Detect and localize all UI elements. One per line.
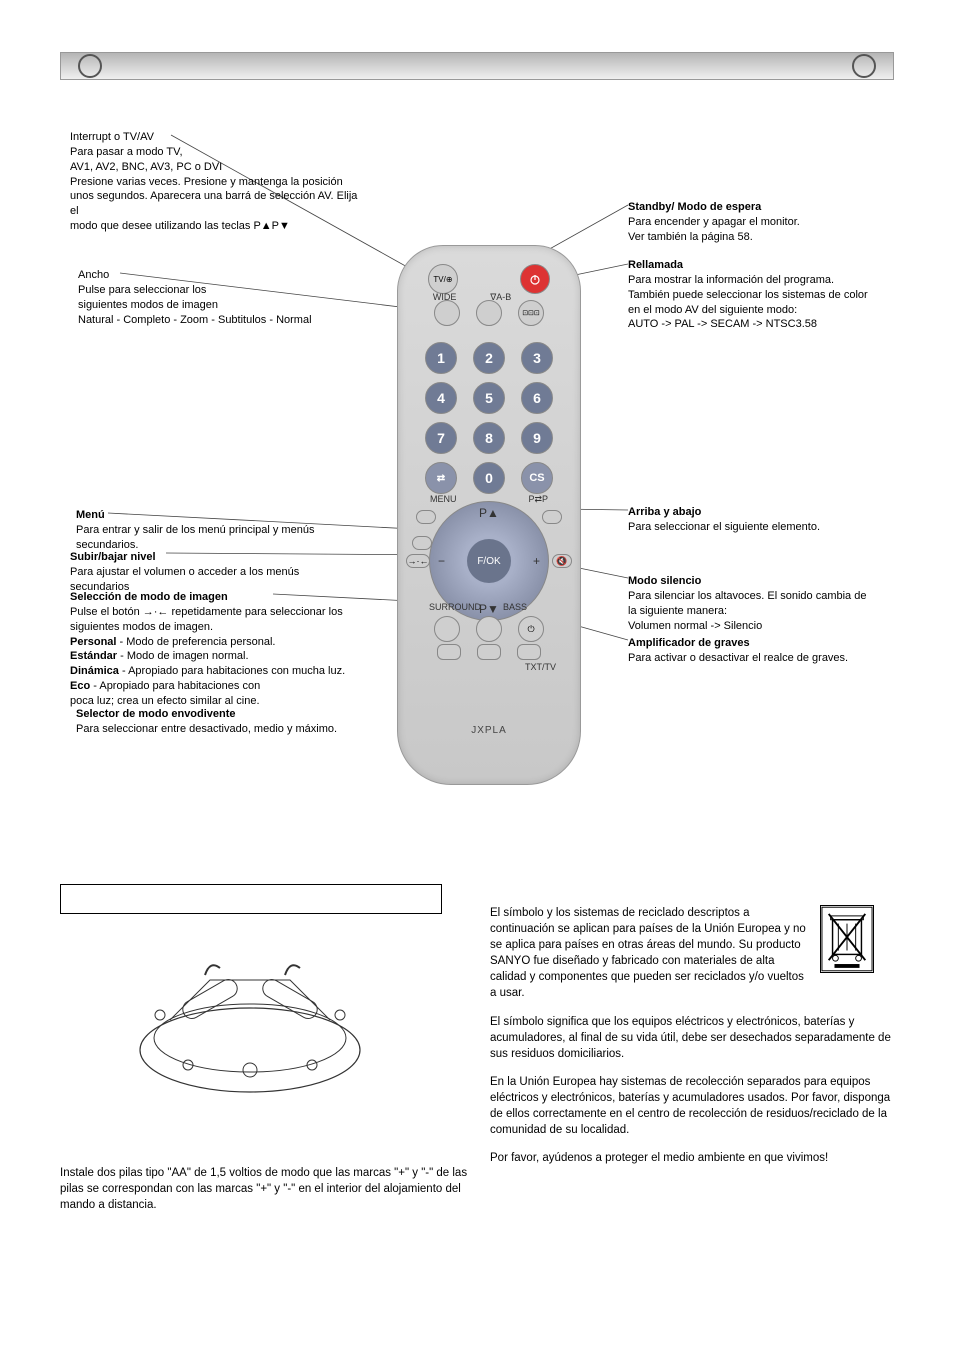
rellamada-body: Para mostrar la información del programa… bbox=[628, 274, 868, 331]
callout-menu: Menú Para entrar y salir de los menú pri… bbox=[76, 508, 366, 553]
battery-section-box bbox=[60, 884, 442, 914]
subir-title: Subir/bajar nivel bbox=[70, 551, 156, 563]
rellamada-title: Rellamada bbox=[628, 259, 683, 271]
standby-title: Standby/ Modo de espera bbox=[628, 201, 761, 213]
weee-bin-icon bbox=[820, 905, 874, 973]
bass-button[interactable] bbox=[476, 616, 502, 642]
tvav-button[interactable]: TV/⊕ bbox=[428, 264, 458, 294]
interrupt-body: Para pasar a modo TV, AV1, AV2, BNC, AV3… bbox=[70, 146, 357, 232]
recycle-p3: En la Unión Europea hay sistemas de reco… bbox=[490, 1074, 898, 1138]
callout-surround: Selector de modo envodivente Para selecc… bbox=[76, 707, 366, 737]
header-hole-left bbox=[78, 54, 102, 78]
txt2-button[interactable] bbox=[477, 644, 501, 660]
menu-body: Para entrar y salir de los menú principa… bbox=[76, 524, 314, 551]
remote-control: TV/⊕ ⊡⊡⊡ WIDE ∇A-B 1 2 3 4 5 6 7 8 9 ⇄ 0… bbox=[397, 245, 581, 785]
callout-subir: Subir/bajar nivel Para ajustar el volume… bbox=[70, 550, 360, 595]
recycle-p4: Por favor, ayúdenos a proteger el medio … bbox=[490, 1150, 898, 1166]
standby-button[interactable] bbox=[520, 264, 550, 294]
silencio-body: Para silenciar los altavoces. El sonido … bbox=[628, 590, 866, 632]
cs-button[interactable]: CS bbox=[521, 462, 553, 494]
power-icon bbox=[529, 273, 541, 285]
menu-icon-button[interactable] bbox=[416, 510, 436, 524]
page-header-bar bbox=[60, 52, 894, 80]
callout-imagen: Selección de modo de imagen Pulse el bot… bbox=[70, 590, 360, 709]
surround-button[interactable] bbox=[434, 616, 460, 642]
bass-label: BASS bbox=[503, 602, 527, 612]
rellamada-button[interactable]: ⊡⊡⊡ bbox=[518, 300, 544, 326]
battery-instructions: Instale dos pilas tipo "AA" de 1,5 volti… bbox=[60, 1165, 490, 1213]
header-hole-right bbox=[852, 54, 876, 78]
silencio-title: Modo silencio bbox=[628, 575, 701, 587]
pswap-icon-button[interactable] bbox=[542, 510, 562, 524]
pic-mode-button[interactable]: →·← bbox=[406, 554, 430, 568]
callout-rellamada: Rellamada Para mostrar la información de… bbox=[628, 258, 878, 332]
mute-button[interactable]: 🔇 bbox=[552, 554, 572, 568]
subir-body: Para ajustar el volumen o acceder a los … bbox=[70, 566, 299, 593]
bass-body: Para activar o desactivar el realce de g… bbox=[628, 652, 848, 664]
num-8[interactable]: 8 bbox=[473, 422, 505, 454]
txt3-button[interactable] bbox=[517, 644, 541, 660]
surround-title: Selector de modo envodivente bbox=[76, 708, 236, 720]
arriba-body: Para seleccionar el siguiente elemento. bbox=[628, 521, 820, 533]
recycle-p1: El símbolo y los sistemas de reciclado d… bbox=[490, 905, 810, 1002]
standby-body: Para encender y apagar el monitor. Ver t… bbox=[628, 216, 800, 243]
ab-label: ∇A-B bbox=[490, 292, 511, 303]
bass-title: Amplificador de graves bbox=[628, 637, 750, 649]
recycle-p2: El símbolo significa que los equipos elé… bbox=[490, 1014, 898, 1062]
imagen-title: Selección de modo de imagen bbox=[70, 591, 228, 603]
txt1-button[interactable] bbox=[437, 644, 461, 660]
power2-button[interactable]: ⏻ bbox=[518, 616, 544, 642]
callout-ancho: Ancho Pulse para seleccionar los siguien… bbox=[78, 268, 368, 327]
num-4[interactable]: 4 bbox=[425, 382, 457, 414]
num-7[interactable]: 7 bbox=[425, 422, 457, 454]
ancho-title: Ancho bbox=[78, 269, 109, 281]
remote-brand: JXPLA bbox=[471, 725, 507, 736]
callout-arriba: Arriba y abajo Para seleccionar el sigui… bbox=[628, 505, 878, 535]
num-2[interactable]: 2 bbox=[473, 342, 505, 374]
num-3[interactable]: 3 bbox=[521, 342, 553, 374]
callout-bass: Amplificador de graves Para activar o de… bbox=[628, 636, 888, 666]
surround-label: SURROUND bbox=[429, 602, 481, 612]
wide-label: WIDE bbox=[433, 292, 457, 303]
battery-figure bbox=[110, 920, 390, 1100]
interrupt-title: Interrupt o TV/AV bbox=[70, 131, 154, 143]
wide-button[interactable] bbox=[434, 300, 460, 326]
menu-title: Menú bbox=[76, 509, 105, 521]
arriba-title: Arriba y abajo bbox=[628, 506, 701, 518]
surround-body: Para seleccionar entre desactivado, medi… bbox=[76, 723, 337, 735]
nav-plus: + bbox=[533, 554, 540, 568]
ancho-body: Pulse para seleccionar los siguientes mo… bbox=[78, 284, 312, 326]
callout-interrupt: Interrupt o TV/AV Para pasar a modo TV, … bbox=[70, 130, 360, 234]
p-up: P▲ bbox=[479, 506, 499, 520]
num-6[interactable]: 6 bbox=[521, 382, 553, 414]
imagen-intro: Pulse el botón →·← repetidamente para se… bbox=[70, 606, 343, 633]
callout-silencio: Modo silencio Para silenciar los altavoc… bbox=[628, 574, 878, 633]
fok-button[interactable]: F/OK bbox=[467, 539, 511, 583]
swap-button[interactable]: ⇄ bbox=[425, 462, 457, 494]
pip-icon-button[interactable] bbox=[412, 536, 432, 550]
nav-minus: − bbox=[438, 554, 445, 568]
num-0[interactable]: 0 bbox=[473, 462, 505, 494]
ab-button[interactable] bbox=[476, 300, 502, 326]
callout-standby: Standby/ Modo de espera Para encender y … bbox=[628, 200, 868, 245]
num-9[interactable]: 9 bbox=[521, 422, 553, 454]
num-5[interactable]: 5 bbox=[473, 382, 505, 414]
num-1[interactable]: 1 bbox=[425, 342, 457, 374]
txttv-label: TXT/TV bbox=[525, 662, 556, 672]
